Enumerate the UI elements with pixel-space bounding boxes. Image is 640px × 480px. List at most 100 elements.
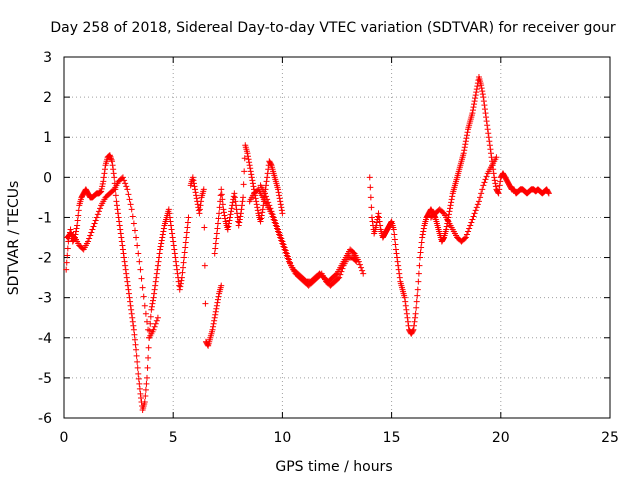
data-point xyxy=(228,205,235,212)
data-point xyxy=(284,253,291,260)
data-point xyxy=(192,189,199,196)
data-point xyxy=(122,266,129,273)
data-point xyxy=(402,302,409,309)
y-tick-label: -6 xyxy=(38,411,52,427)
data-point xyxy=(481,179,488,186)
data-point xyxy=(447,202,454,209)
data-point xyxy=(491,177,498,184)
data-point xyxy=(126,196,133,203)
data-point xyxy=(495,190,502,197)
data-point xyxy=(465,228,472,235)
data-point xyxy=(143,374,150,381)
data-point xyxy=(115,210,122,217)
data-point xyxy=(182,244,189,251)
data-point xyxy=(276,192,283,199)
data-point xyxy=(122,180,129,187)
data-point xyxy=(496,186,503,193)
data-point xyxy=(474,201,481,208)
series-track-3 xyxy=(187,174,225,349)
data-point xyxy=(352,257,359,264)
data-point xyxy=(88,229,95,236)
data-point xyxy=(217,192,224,199)
data-point xyxy=(490,170,497,177)
data-point xyxy=(142,392,149,399)
data-point xyxy=(410,322,417,329)
data-point xyxy=(492,183,499,190)
data-point xyxy=(246,159,253,166)
data-point xyxy=(198,198,205,205)
data-point xyxy=(264,174,271,181)
data-point xyxy=(98,185,105,192)
data-point xyxy=(360,270,367,277)
data-point xyxy=(394,254,401,261)
data-point xyxy=(477,194,484,201)
data-point xyxy=(410,326,417,333)
data-point xyxy=(63,266,70,273)
data-point xyxy=(125,286,132,293)
data-point xyxy=(117,226,124,233)
data-point xyxy=(446,208,453,215)
data-point xyxy=(201,224,208,231)
data-point xyxy=(414,286,421,293)
data-point xyxy=(125,290,132,297)
data-point xyxy=(226,214,233,221)
data-layer xyxy=(63,74,552,413)
data-point xyxy=(358,264,365,271)
data-point xyxy=(151,286,158,293)
data-point xyxy=(241,155,248,162)
data-point xyxy=(94,211,101,218)
data-point xyxy=(278,207,285,214)
data-point xyxy=(213,305,220,312)
data-point xyxy=(368,204,375,211)
y-tick-label: 0 xyxy=(43,170,52,186)
data-point xyxy=(273,223,280,230)
grid-layer xyxy=(64,57,610,418)
data-point xyxy=(263,178,270,185)
data-point xyxy=(149,297,156,304)
data-point xyxy=(491,174,498,181)
data-point xyxy=(276,195,283,202)
data-point xyxy=(416,254,423,261)
data-point xyxy=(196,206,203,213)
data-point xyxy=(240,181,247,188)
data-point xyxy=(249,180,256,187)
data-point xyxy=(151,323,158,330)
data-point xyxy=(449,193,456,200)
data-point xyxy=(240,194,247,201)
data-point xyxy=(475,198,482,205)
data-point xyxy=(147,320,154,327)
y-axis-title: SDTVAR / TECUs xyxy=(6,181,22,296)
data-point xyxy=(100,174,107,181)
data-point xyxy=(101,170,108,177)
data-point xyxy=(170,242,177,249)
data-point xyxy=(216,204,223,211)
data-point xyxy=(158,240,165,247)
data-point xyxy=(171,250,178,257)
data-point xyxy=(64,245,71,252)
data-point xyxy=(111,174,118,181)
data-point xyxy=(145,344,152,351)
data-point xyxy=(191,183,198,190)
data-point xyxy=(482,176,489,183)
data-point xyxy=(168,222,175,229)
data-point xyxy=(154,314,161,321)
data-point xyxy=(98,188,105,195)
data-point xyxy=(277,232,284,239)
data-point xyxy=(478,85,485,92)
data-point xyxy=(113,198,120,205)
data-point xyxy=(99,183,106,190)
data-point xyxy=(472,207,479,214)
data-point xyxy=(418,239,425,246)
data-point xyxy=(123,274,130,281)
data-point xyxy=(133,352,140,359)
data-point xyxy=(275,186,282,193)
data-point xyxy=(145,354,152,361)
data-point xyxy=(127,298,134,305)
data-point xyxy=(479,91,486,98)
data-point xyxy=(336,274,343,281)
data-point xyxy=(211,250,218,257)
data-point xyxy=(479,88,486,95)
data-point xyxy=(157,246,164,253)
data-point xyxy=(158,237,165,244)
data-point xyxy=(412,310,419,317)
